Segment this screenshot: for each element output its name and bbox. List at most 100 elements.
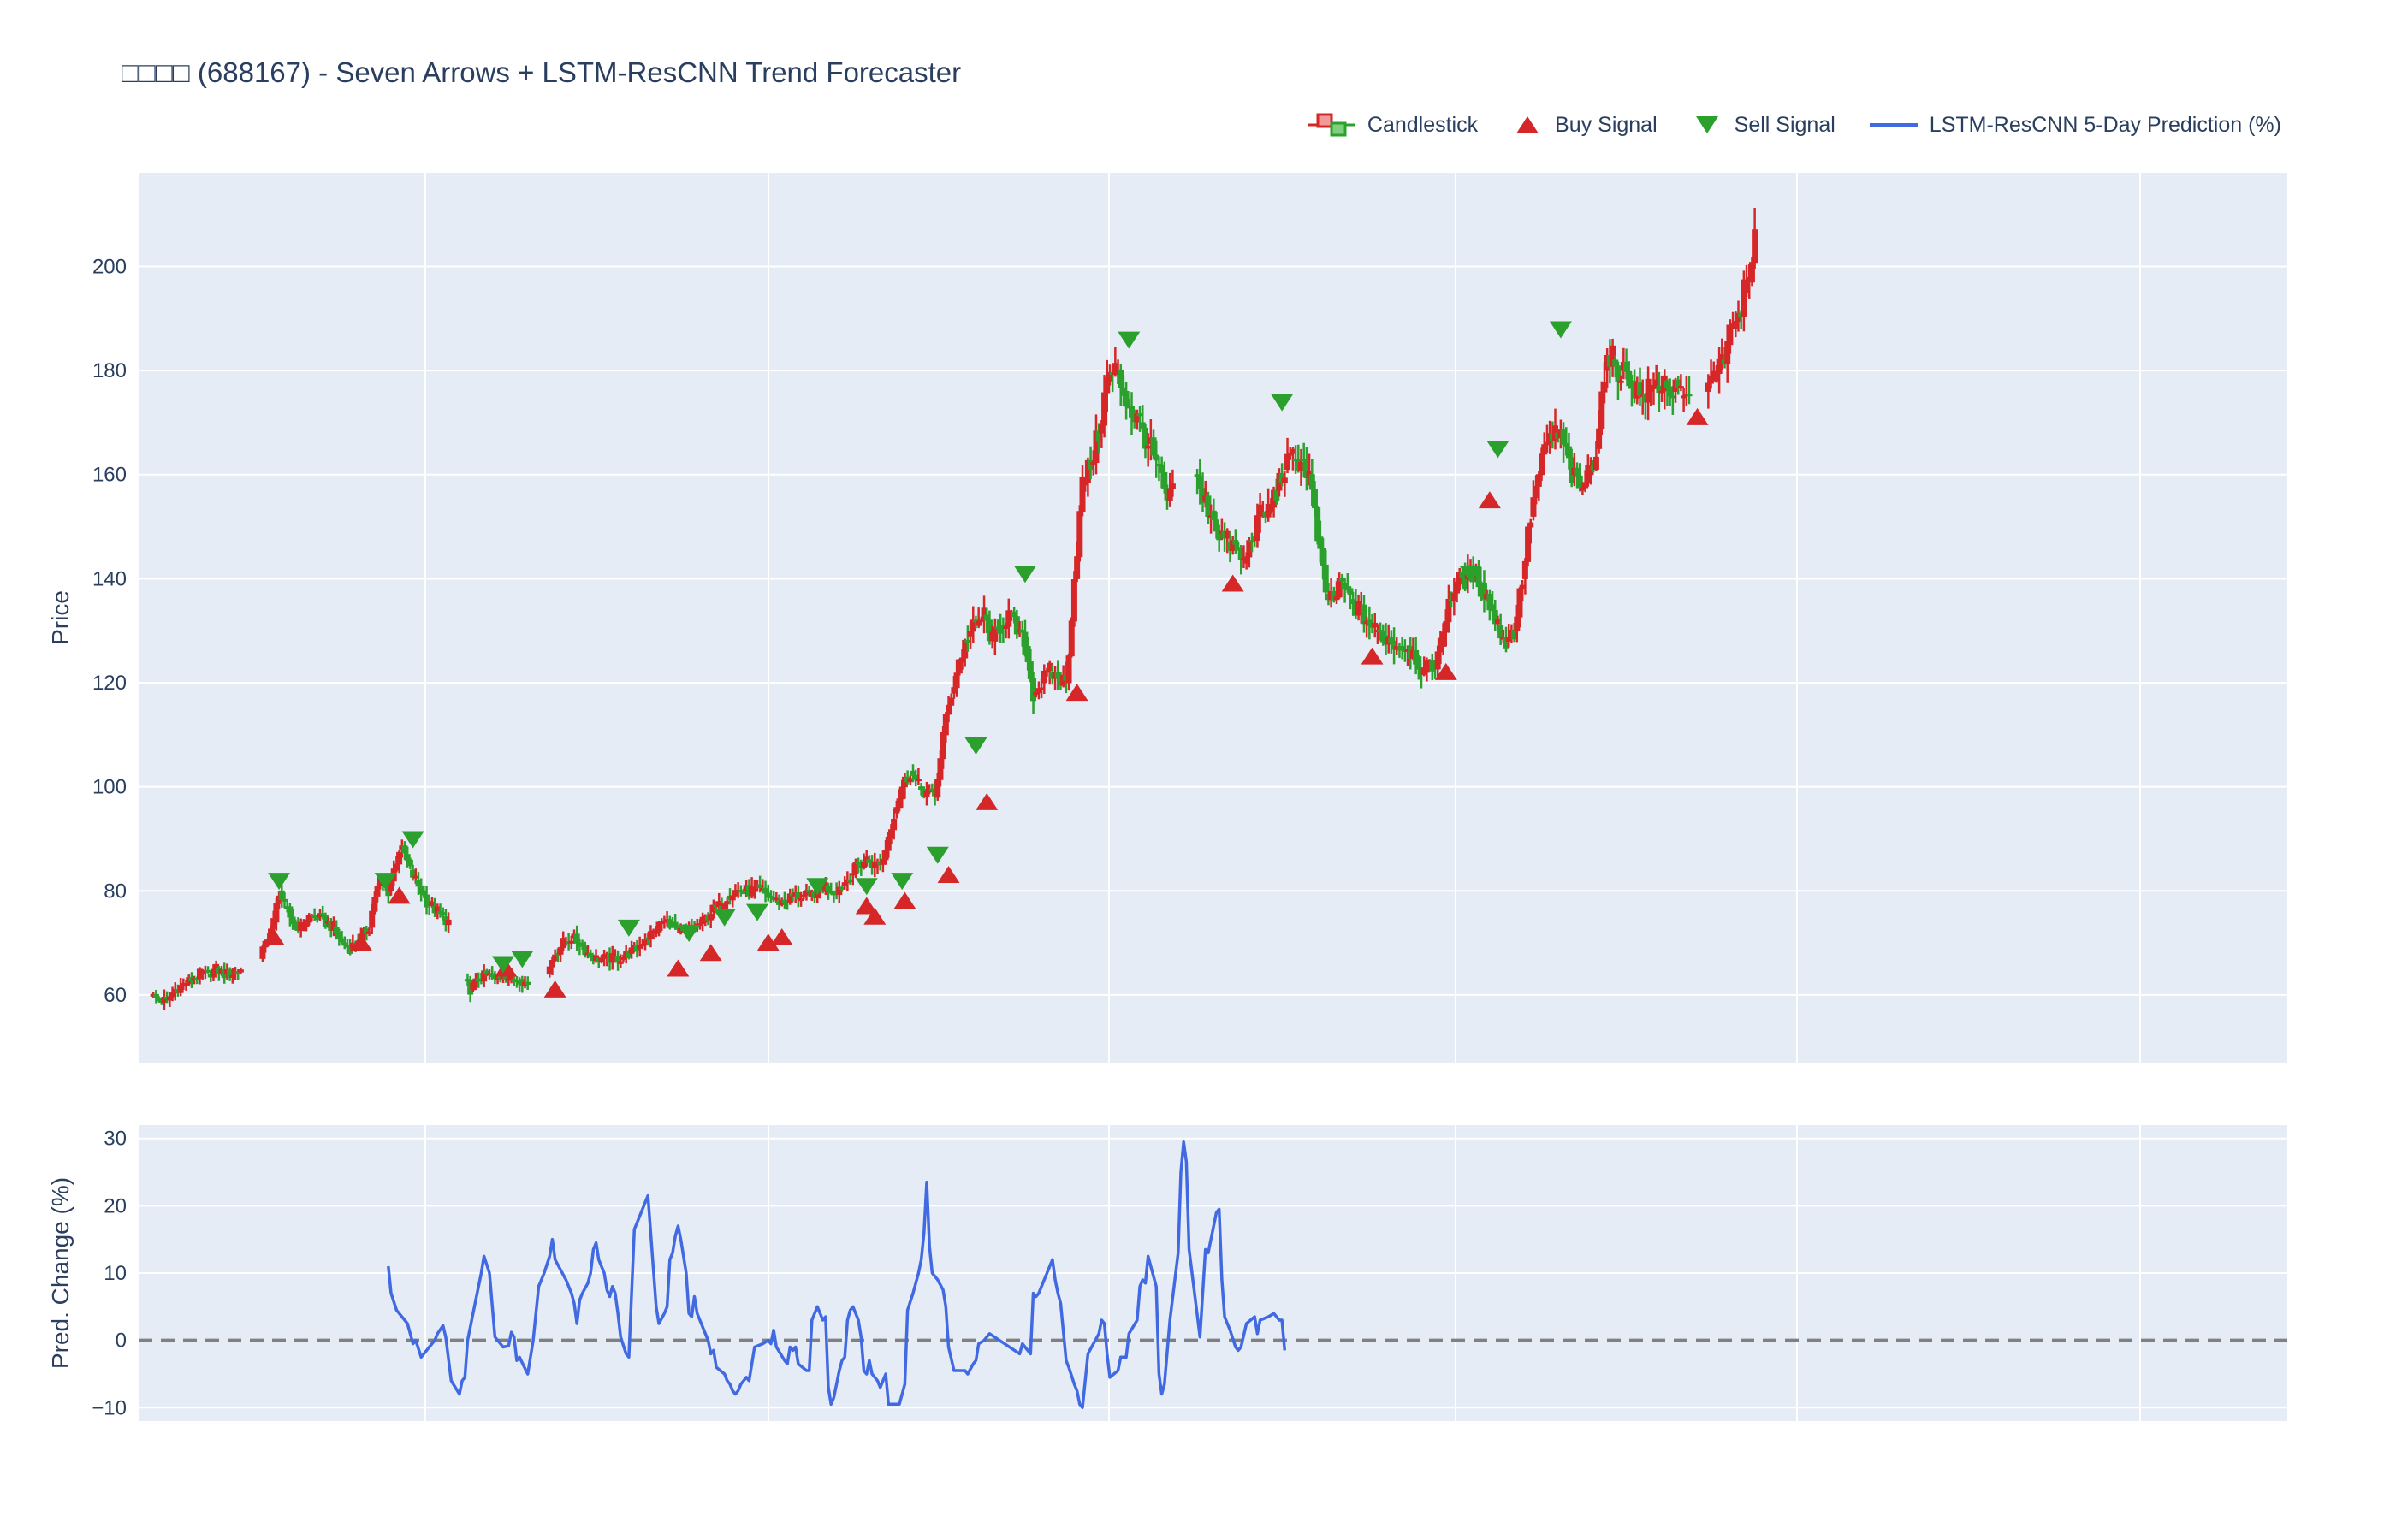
candle-body	[617, 961, 624, 964]
price-tick-label: 80	[104, 880, 127, 903]
sell-signal-marker	[964, 737, 987, 755]
buy-signal-marker	[770, 928, 793, 946]
price-tick-label: 160	[92, 464, 127, 487]
buy-signal-marker	[756, 933, 780, 951]
candle-body	[1752, 229, 1758, 264]
buy-signal-marker	[349, 933, 372, 951]
legend-label-buy-signal: Buy Signal	[1555, 112, 1658, 137]
buy-signal-marker	[667, 959, 690, 977]
candle-body	[1065, 655, 1072, 684]
candle-body	[915, 779, 922, 782]
candle-body	[396, 851, 403, 865]
legend-label-prediction: LSTM-ResCNN 5-Day Prediction (%)	[1929, 112, 2281, 137]
legend: Candlestick Buy Signal Sell Signal LSTM-…	[1273, 108, 2281, 142]
buy-signal-marker	[543, 980, 566, 998]
sell-signal-marker	[1271, 394, 1294, 412]
sell-signal-marker	[855, 878, 878, 896]
candlestick-series	[150, 207, 1758, 1010]
sell-signal-marker	[511, 951, 534, 968]
buy-signal-marker	[262, 928, 285, 946]
legend-label-candlestick: Candlestick	[1367, 112, 1479, 137]
sell-signal-marker	[401, 831, 424, 849]
sell-signal-marker	[1549, 321, 1572, 339]
buy-signal-marker	[1686, 407, 1709, 425]
price-tick-label: 180	[92, 359, 127, 382]
candle-body	[1686, 394, 1693, 397]
sell-signal-marker	[891, 873, 914, 891]
sell-signal-marker	[491, 956, 514, 974]
candle-body	[948, 697, 955, 706]
triangle-down-icon	[1695, 116, 1718, 133]
buy-signal-marker	[1434, 662, 1457, 680]
price-tick-label: 120	[92, 672, 127, 695]
legend-item-candlestick[interactable]: Candlestick	[1306, 110, 1478, 139]
prediction-line	[387, 1140, 1287, 1410]
sell-signal-marker	[1118, 331, 1141, 349]
buy-signal-marker	[937, 866, 960, 884]
candle-body	[1322, 564, 1329, 593]
candle-body	[1076, 511, 1083, 558]
candle-body	[1415, 656, 1422, 670]
candle-body	[1079, 477, 1086, 512]
price-tick-label: 200	[92, 255, 127, 278]
candle-body	[1347, 588, 1354, 595]
candlestick-legend-icon	[1307, 113, 1355, 137]
price-plot-area	[139, 173, 2287, 1063]
sell-signal-marker	[374, 873, 397, 891]
price-tick-label: 100	[92, 776, 127, 799]
buy-signal-marker	[1221, 574, 1244, 592]
prediction-axis-title: Pred. Change (%)	[47, 1177, 74, 1369]
prediction-tick-label: 30	[104, 1128, 127, 1151]
candle-body	[1169, 483, 1176, 489]
sell-signal-marker	[678, 924, 701, 942]
sell-signal-marker	[617, 919, 640, 937]
legend-item-buy-signal[interactable]: Buy Signal	[1510, 110, 1658, 139]
sell-signal-marker	[1486, 441, 1509, 459]
prediction-tick-label: 10	[104, 1262, 127, 1285]
candle-body	[1592, 456, 1599, 470]
prediction-tick-label: 20	[104, 1194, 127, 1217]
grid-lines	[139, 173, 2287, 1421]
candle-body	[406, 859, 413, 867]
buy-signal-marker	[388, 886, 411, 904]
candle-body	[371, 897, 378, 912]
sell-signal-marker	[268, 873, 291, 891]
buy-signal-marker	[1361, 647, 1384, 665]
buy-signal-marker	[855, 897, 878, 915]
price-tick-label: 60	[104, 984, 127, 1007]
buy-signal-marker	[1478, 491, 1501, 509]
legend-item-sell-signal[interactable]: Sell Signal	[1690, 110, 1836, 139]
line-legend-icon	[1869, 123, 1918, 127]
prediction-tick-label: −10	[92, 1396, 127, 1419]
candle-body	[237, 969, 244, 973]
candle-body	[891, 818, 898, 831]
prediction-series	[387, 1140, 1287, 1410]
legend-label-sell-signal: Sell Signal	[1734, 112, 1836, 137]
sell-signal-marker	[926, 846, 949, 864]
price-tick-label: 140	[92, 567, 127, 590]
sell-signal-marker	[745, 903, 768, 921]
sell-signal-marker	[1013, 566, 1036, 583]
buy-signal-marker	[699, 944, 722, 962]
sell-signal-marker	[1459, 566, 1482, 583]
candle-body	[1527, 522, 1534, 528]
sell-signal-marker	[806, 878, 829, 896]
price-axis-title: Price	[47, 590, 74, 645]
sell-signal-marker	[713, 909, 736, 927]
legend-item-prediction[interactable]: LSTM-ResCNN 5-Day Prediction (%)	[1868, 110, 2281, 139]
triangle-up-icon	[1516, 116, 1539, 133]
chart-title: □□□□ (688167) - Seven Arrows + LSTM-ResC…	[122, 56, 962, 88]
candle-body	[525, 981, 531, 986]
signal-markers	[262, 321, 1709, 998]
candle-body	[1281, 477, 1288, 483]
candle-body	[798, 898, 804, 902]
candle-body	[1070, 579, 1077, 622]
buy-signal-marker	[976, 792, 999, 810]
candle-body	[1311, 489, 1318, 509]
candle-body	[1617, 380, 1624, 383]
buy-signal-marker	[893, 891, 916, 909]
buy-signal-marker	[863, 907, 887, 925]
candle-body	[445, 919, 452, 926]
